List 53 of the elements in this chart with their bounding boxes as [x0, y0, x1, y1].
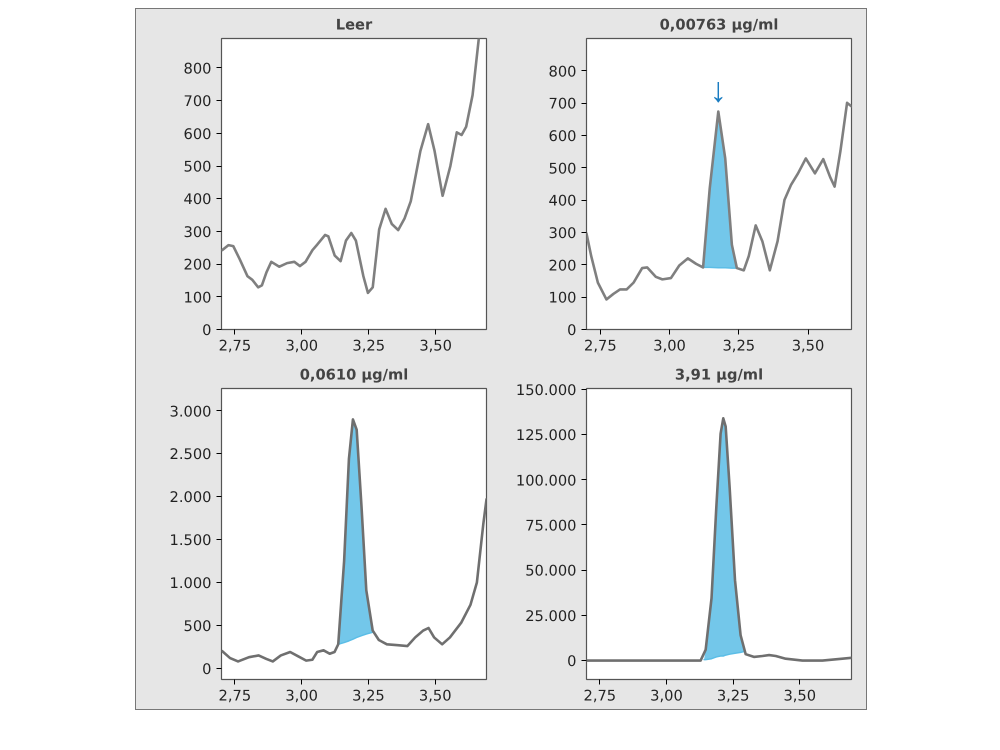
y-tick-label: 300: [184, 224, 212, 241]
chart-title: 3,91 µg/ml: [674, 366, 764, 384]
y-tick-label: 400: [184, 191, 212, 208]
y-tick-label: 600: [548, 128, 577, 145]
x-tick-label: 3,50: [419, 338, 452, 354]
annotation: ↓: [710, 72, 727, 110]
y-tick-label: 200: [184, 256, 212, 274]
y-tick-label: 100: [548, 290, 577, 307]
y-tick-label: 200: [548, 257, 577, 274]
y-tick-label: 0: [567, 653, 577, 670]
chart-title: Leer: [336, 16, 373, 34]
x-tick-label: 3,25: [722, 338, 756, 354]
x-tick-label: 2,75: [218, 338, 252, 354]
y-tick-label: 1.000: [170, 575, 212, 592]
y-tick-label: 500: [184, 618, 212, 635]
y-tick-label: 0: [202, 322, 212, 339]
x-tick-label: 3,50: [418, 688, 452, 704]
x-tick-label: 2,75: [584, 338, 617, 354]
y-tick-label: 75.000: [525, 517, 577, 534]
y-tick-label: 125.000: [516, 427, 576, 444]
y-tick-label: 400: [548, 192, 577, 210]
y-tick-label: 100: [184, 289, 212, 306]
y-tick-label: 150.000: [516, 382, 576, 399]
y-tick-label: 500: [184, 158, 212, 176]
y-tick-label: 0: [567, 322, 577, 339]
y-tick-label: 500: [548, 160, 577, 178]
x-tick-label: 3,00: [285, 338, 318, 354]
x-tick-label: 2,75: [584, 688, 616, 704]
chart-title: 0,0610 µg/ml: [300, 366, 408, 384]
y-tick-label: 1.500: [170, 532, 212, 550]
x-tick-label: 3,25: [352, 338, 386, 354]
y-tick-label: 100.000: [516, 472, 576, 490]
x-tick-label: 3,00: [650, 688, 683, 704]
y-tick-label: 700: [548, 96, 577, 113]
x-tick-label: 2,75: [218, 688, 252, 704]
x-tick-label: 3,00: [285, 688, 318, 704]
x-tick-label: 3,00: [653, 338, 686, 354]
x-tick-label: 3,25: [352, 688, 385, 704]
y-tick-label: 25.000: [525, 608, 577, 625]
y-tick-label: 800: [184, 60, 212, 78]
x-tick-label: 3,25: [716, 688, 750, 704]
y-tick-label: 2.500: [170, 446, 212, 464]
chart-title: 0,00763 µg/ml: [660, 16, 778, 34]
x-tick-label: 3,50: [792, 338, 824, 354]
y-tick-label: 0: [202, 660, 212, 678]
y-tick-label: 600: [184, 126, 212, 143]
x-tick-label: 3,50: [783, 688, 816, 704]
y-tick-label: 300: [548, 225, 577, 242]
y-tick-label: 800: [548, 63, 577, 80]
y-tick-label: 3.000: [170, 403, 212, 420]
y-tick-label: 700: [184, 93, 212, 110]
y-tick-label: 50.000: [525, 562, 577, 580]
y-tick-label: 2.000: [170, 489, 212, 506]
